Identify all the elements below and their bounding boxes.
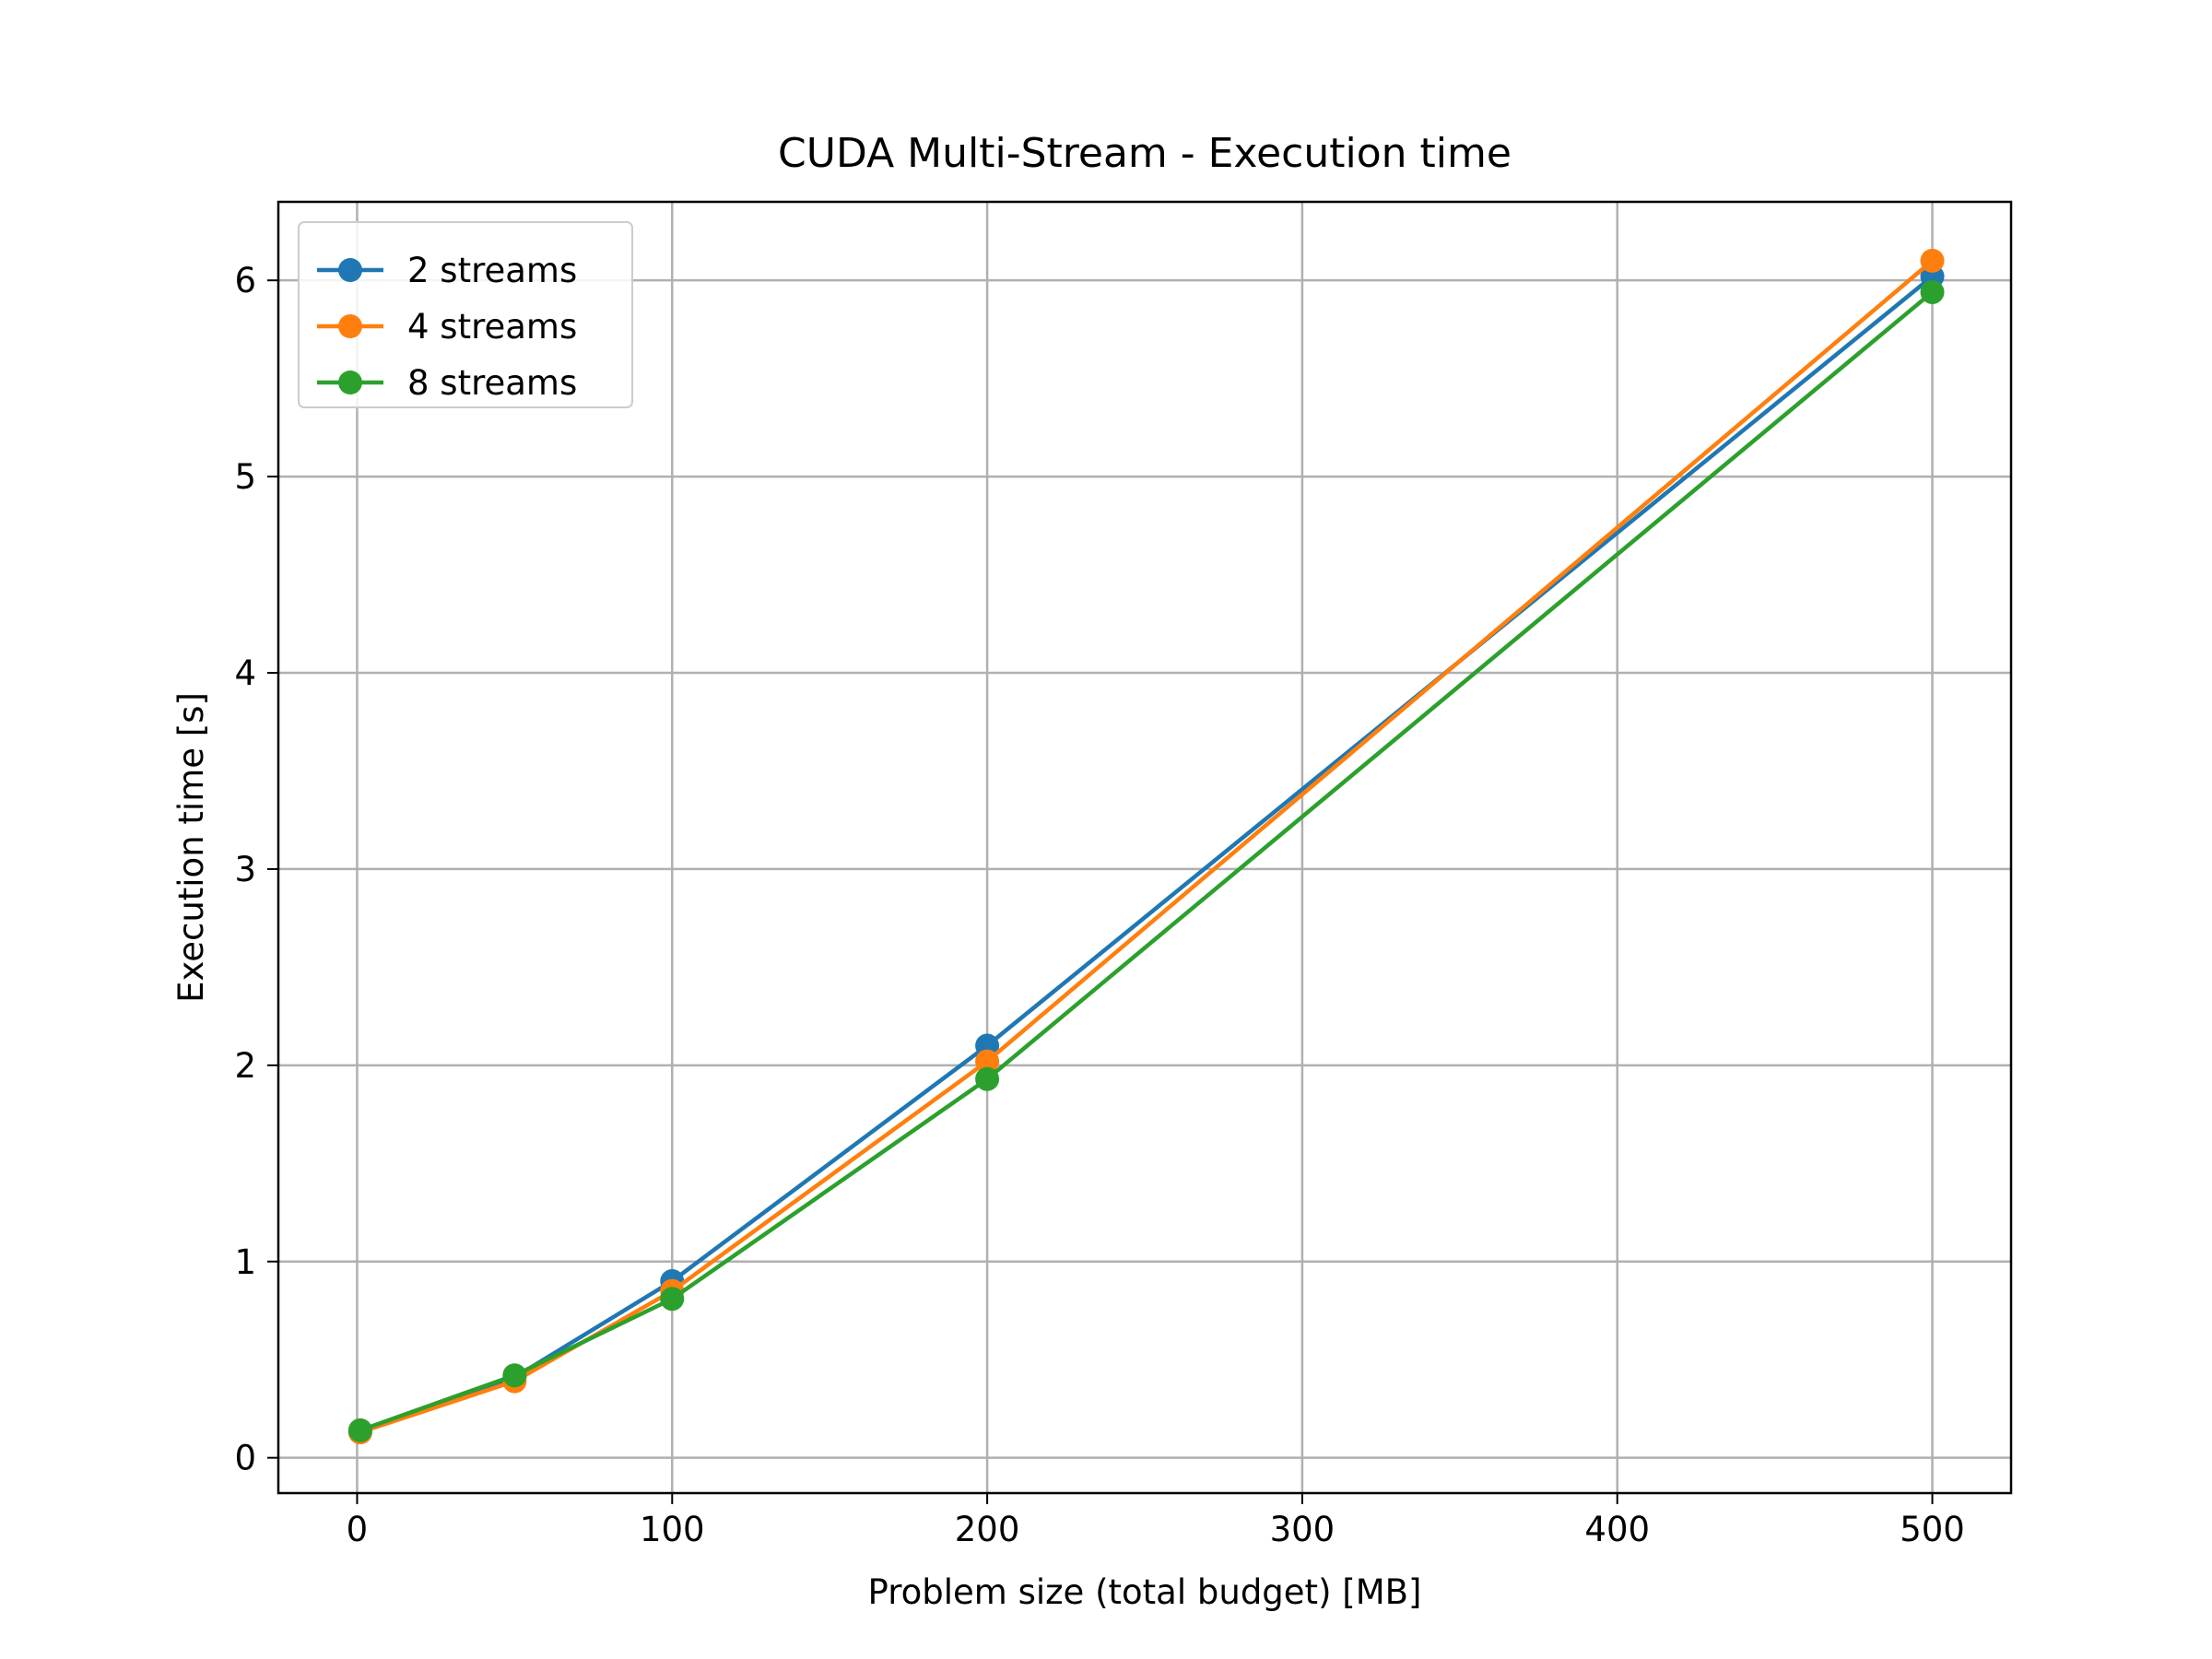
- legend-label: 8 streams: [407, 363, 577, 403]
- x-tick-label: 400: [1584, 1510, 1650, 1549]
- legend-label: 4 streams: [407, 307, 577, 347]
- plot-frame: [276, 200, 2013, 1495]
- data-point: [975, 1066, 1000, 1091]
- legend-item: 4 streams: [317, 307, 577, 347]
- y-tick-label: 5: [234, 457, 256, 497]
- data-point: [502, 1363, 527, 1388]
- legend-item: 2 streams: [317, 251, 577, 290]
- data-point: [347, 1418, 372, 1442]
- y-tick-label: 6: [234, 261, 256, 300]
- x-tick-label: 200: [955, 1510, 1020, 1549]
- y-tick-label: 3: [234, 850, 256, 889]
- legend-swatch-marker: [338, 258, 362, 282]
- legend-swatch-marker: [338, 314, 362, 338]
- y-tick-label: 2: [234, 1046, 256, 1086]
- grid: [278, 202, 2011, 1493]
- legend-swatch-marker: [338, 371, 362, 394]
- data-point: [975, 1049, 1000, 1074]
- chart-title: CUDA Multi-Stream - Execution time: [778, 130, 1512, 177]
- x-tick-label: 500: [1900, 1510, 1965, 1549]
- data-point: [660, 1287, 685, 1312]
- x-tick-label: 0: [347, 1510, 369, 1549]
- data-point: [1920, 248, 1945, 273]
- data-point: [1920, 279, 1945, 304]
- axis-ticks: 0 100 200 300 400 500 0 1 2 3 4 5 6: [234, 261, 1964, 1549]
- x-tick-label: 100: [640, 1510, 705, 1549]
- y-axis-label: Execution time [s]: [171, 692, 211, 1003]
- legend-item: 8 streams: [317, 363, 577, 403]
- y-tick-label: 1: [234, 1242, 256, 1282]
- series-3: [347, 279, 1945, 1442]
- x-tick-label: 300: [1270, 1510, 1335, 1549]
- series-group: [347, 248, 1945, 1444]
- legend: 2 streams 4 streams 8 streams: [298, 221, 633, 408]
- x-axis-label: Problem size (total budget) [MB]: [868, 1572, 1422, 1612]
- legend-label: 2 streams: [407, 251, 577, 290]
- y-tick-label: 0: [234, 1439, 256, 1478]
- y-tick-label: 4: [234, 653, 256, 693]
